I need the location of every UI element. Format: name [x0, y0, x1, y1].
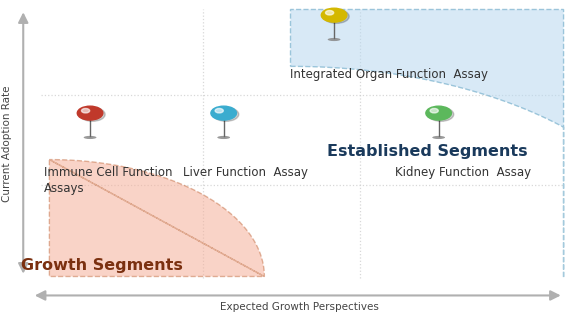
Text: Expected Growth Perspectives: Expected Growth Perspectives	[220, 302, 379, 312]
Text: Kidney Function  Assay: Kidney Function Assay	[395, 166, 531, 179]
Text: Integrated Organ Function  Assay: Integrated Organ Function Assay	[290, 68, 489, 81]
Circle shape	[215, 108, 223, 113]
Text: Growth Segments: Growth Segments	[21, 258, 182, 273]
Ellipse shape	[432, 136, 445, 139]
Text: Current Adoption Rate: Current Adoption Rate	[2, 86, 12, 202]
Circle shape	[213, 107, 239, 121]
Circle shape	[77, 106, 103, 120]
Circle shape	[430, 108, 438, 113]
Circle shape	[321, 8, 347, 22]
Circle shape	[211, 106, 236, 120]
Ellipse shape	[84, 136, 96, 139]
Circle shape	[426, 106, 451, 120]
Circle shape	[80, 107, 105, 121]
Text: Immune Cell Function
Assays: Immune Cell Function Assays	[44, 166, 172, 195]
Circle shape	[325, 10, 333, 15]
Ellipse shape	[328, 38, 340, 41]
Circle shape	[324, 9, 349, 23]
Polygon shape	[49, 160, 264, 276]
Circle shape	[428, 107, 454, 121]
Text: Liver Function  Assay: Liver Function Assay	[183, 166, 308, 179]
Text: Established Segments: Established Segments	[327, 144, 528, 159]
Polygon shape	[290, 9, 564, 278]
Ellipse shape	[217, 136, 230, 139]
Circle shape	[81, 108, 89, 113]
